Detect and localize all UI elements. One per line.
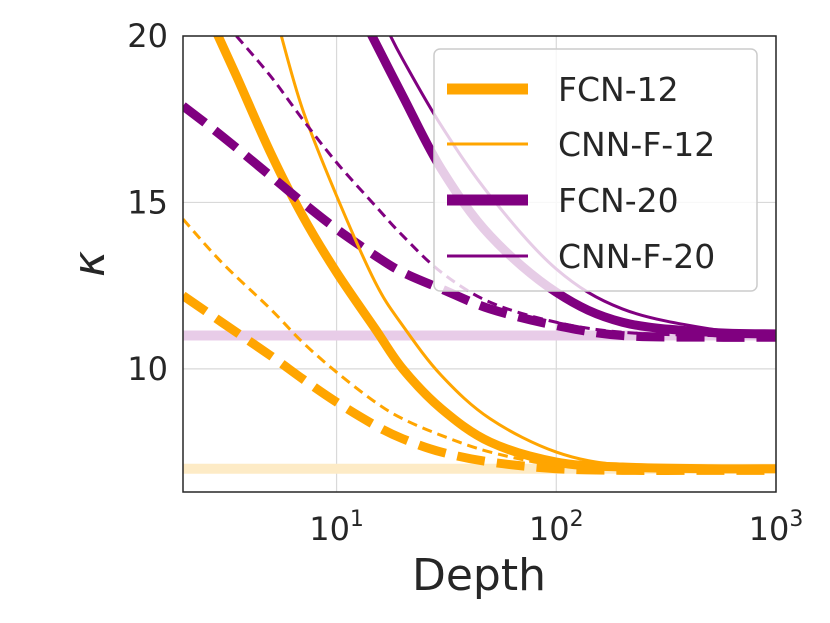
y-tick-label: 20 xyxy=(127,17,168,55)
series-cnn-f-12 xyxy=(279,36,776,471)
series-cnn-f-12-dashed xyxy=(183,218,776,472)
legend-frame xyxy=(433,48,758,292)
plot-frame xyxy=(182,35,777,493)
series-cnn-f-20-dashed xyxy=(235,36,776,338)
series-fcn-20-dashed xyxy=(183,102,776,342)
axis-ticks: 101 102 103 10 15 20 xyxy=(127,17,803,548)
y-axis-title: κ xyxy=(64,251,115,277)
legend-label-fcn-20: FCN-20 xyxy=(558,181,679,220)
x-axis-title: Depth xyxy=(412,550,546,601)
y-tick-label: 10 xyxy=(127,350,168,388)
legend-label-cnn-f-20: CNN-F-20 xyxy=(558,237,715,276)
legend-label-fcn-12: FCN-12 xyxy=(558,70,679,109)
legend: FCN-12 CNN-F-12 FCN-20 CNN-F-20 xyxy=(433,48,758,292)
x-tick-label: 101 xyxy=(309,507,364,548)
y-tick-label: 15 xyxy=(127,183,168,221)
x-tick-label: 103 xyxy=(749,507,804,548)
x-tick-label: 102 xyxy=(529,507,584,548)
legend-label-cnn-f-12: CNN-F-12 xyxy=(558,125,715,164)
